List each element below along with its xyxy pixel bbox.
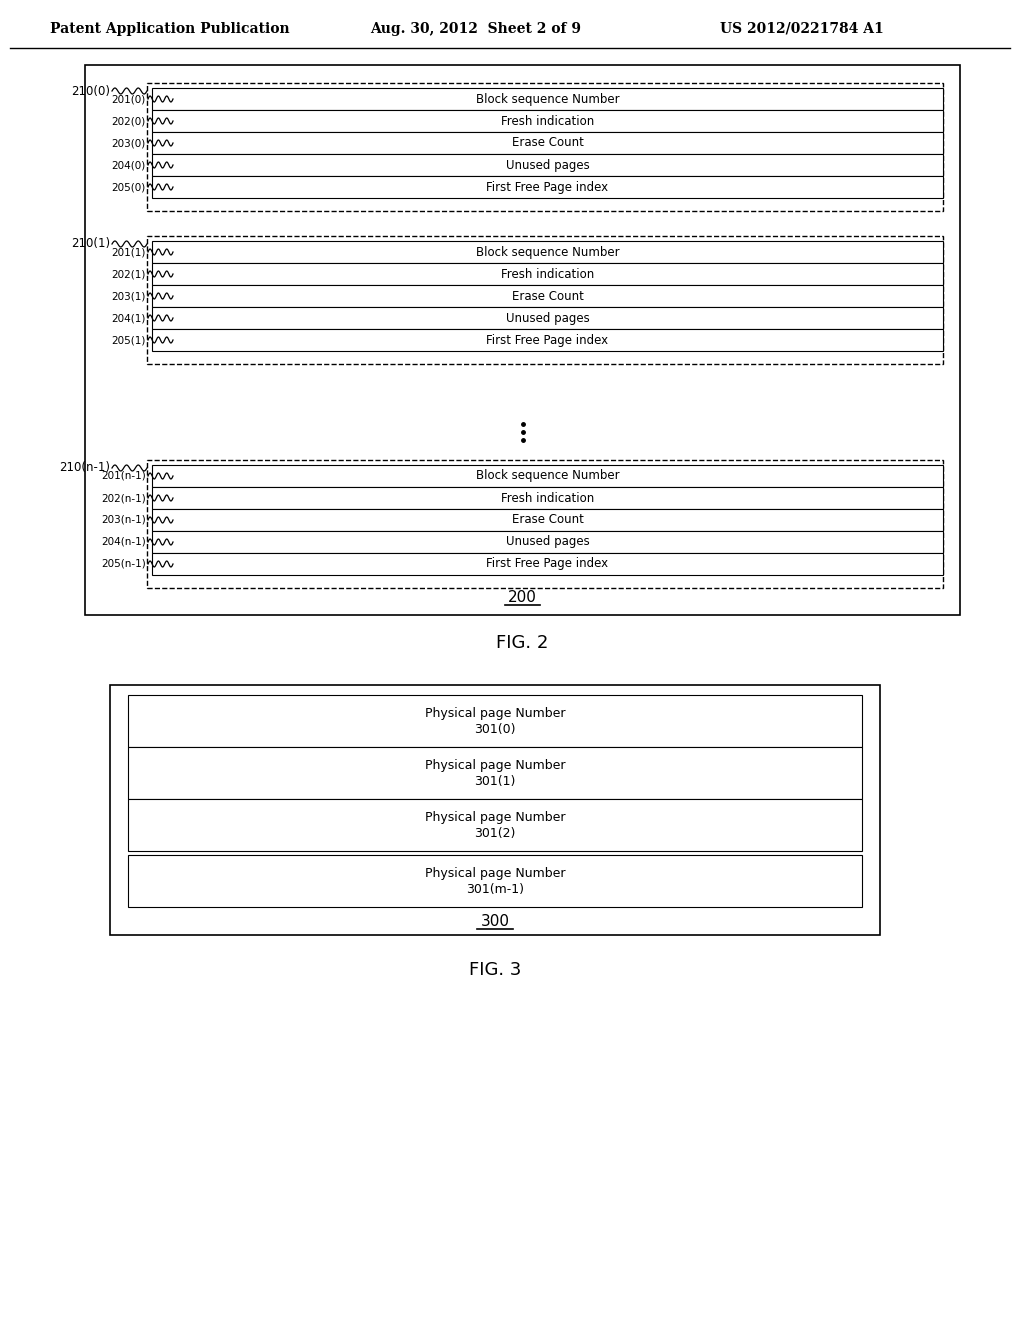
Text: 203(0): 203(0) xyxy=(112,139,146,148)
Text: 202(0): 202(0) xyxy=(112,116,146,125)
FancyBboxPatch shape xyxy=(128,799,862,851)
FancyBboxPatch shape xyxy=(152,510,943,531)
Text: Physical page Number
301(2): Physical page Number 301(2) xyxy=(425,810,565,840)
Text: FIG. 2: FIG. 2 xyxy=(497,634,549,652)
Text: 202(1): 202(1) xyxy=(112,269,146,279)
Text: Erase Count: Erase Count xyxy=(512,289,584,302)
Text: 205(0): 205(0) xyxy=(112,182,146,191)
FancyBboxPatch shape xyxy=(147,83,943,211)
Text: 203(1): 203(1) xyxy=(112,290,146,301)
Text: 201(1): 201(1) xyxy=(112,247,146,257)
Text: 201(0): 201(0) xyxy=(112,94,146,104)
Text: Unused pages: Unused pages xyxy=(506,158,590,172)
Text: Erase Count: Erase Count xyxy=(512,136,584,149)
FancyBboxPatch shape xyxy=(85,65,961,615)
Text: Aug. 30, 2012  Sheet 2 of 9: Aug. 30, 2012 Sheet 2 of 9 xyxy=(370,22,581,36)
FancyBboxPatch shape xyxy=(110,685,880,935)
FancyBboxPatch shape xyxy=(128,696,862,747)
Text: 201(n-1): 201(n-1) xyxy=(101,471,146,480)
Text: Block sequence Number: Block sequence Number xyxy=(476,470,620,483)
FancyBboxPatch shape xyxy=(152,88,943,110)
FancyBboxPatch shape xyxy=(152,329,943,351)
Text: Fresh indication: Fresh indication xyxy=(501,115,594,128)
FancyBboxPatch shape xyxy=(147,459,943,587)
FancyBboxPatch shape xyxy=(152,487,943,510)
Text: FIG. 3: FIG. 3 xyxy=(469,961,521,979)
FancyBboxPatch shape xyxy=(152,242,943,263)
Text: 204(0): 204(0) xyxy=(112,160,146,170)
Text: 205(1): 205(1) xyxy=(112,335,146,345)
FancyBboxPatch shape xyxy=(152,263,943,285)
Text: First Free Page index: First Free Page index xyxy=(486,334,608,347)
Text: 204(n-1): 204(n-1) xyxy=(101,537,146,546)
Text: 204(1): 204(1) xyxy=(112,313,146,323)
Text: 203(n-1): 203(n-1) xyxy=(101,515,146,525)
FancyBboxPatch shape xyxy=(152,285,943,308)
FancyBboxPatch shape xyxy=(147,236,943,364)
FancyBboxPatch shape xyxy=(128,747,862,799)
Text: Physical page Number
301(m-1): Physical page Number 301(m-1) xyxy=(425,866,565,895)
FancyBboxPatch shape xyxy=(152,132,943,154)
Text: Block sequence Number: Block sequence Number xyxy=(476,246,620,259)
Text: Fresh indication: Fresh indication xyxy=(501,268,594,281)
FancyBboxPatch shape xyxy=(152,308,943,329)
FancyBboxPatch shape xyxy=(152,110,943,132)
Text: 210(0): 210(0) xyxy=(71,84,110,98)
FancyBboxPatch shape xyxy=(152,176,943,198)
Text: Unused pages: Unused pages xyxy=(506,312,590,325)
Text: 210(n-1): 210(n-1) xyxy=(59,462,110,474)
Text: First Free Page index: First Free Page index xyxy=(486,557,608,570)
Text: 205(n-1): 205(n-1) xyxy=(101,558,146,569)
Text: Physical page Number
301(1): Physical page Number 301(1) xyxy=(425,759,565,788)
FancyBboxPatch shape xyxy=(152,465,943,487)
Text: Block sequence Number: Block sequence Number xyxy=(476,92,620,106)
FancyBboxPatch shape xyxy=(152,154,943,176)
Text: Physical page Number
301(0): Physical page Number 301(0) xyxy=(425,706,565,735)
Text: 200: 200 xyxy=(508,590,537,605)
FancyBboxPatch shape xyxy=(128,855,862,907)
Text: Fresh indication: Fresh indication xyxy=(501,491,594,504)
Text: 210(1): 210(1) xyxy=(71,238,110,251)
Text: US 2012/0221784 A1: US 2012/0221784 A1 xyxy=(720,22,884,36)
Text: First Free Page index: First Free Page index xyxy=(486,181,608,194)
Text: Unused pages: Unused pages xyxy=(506,536,590,549)
FancyBboxPatch shape xyxy=(152,531,943,553)
Text: Patent Application Publication: Patent Application Publication xyxy=(50,22,290,36)
Text: 202(n-1): 202(n-1) xyxy=(101,492,146,503)
Text: Erase Count: Erase Count xyxy=(512,513,584,527)
Text: 300: 300 xyxy=(480,913,510,928)
FancyBboxPatch shape xyxy=(152,553,943,576)
